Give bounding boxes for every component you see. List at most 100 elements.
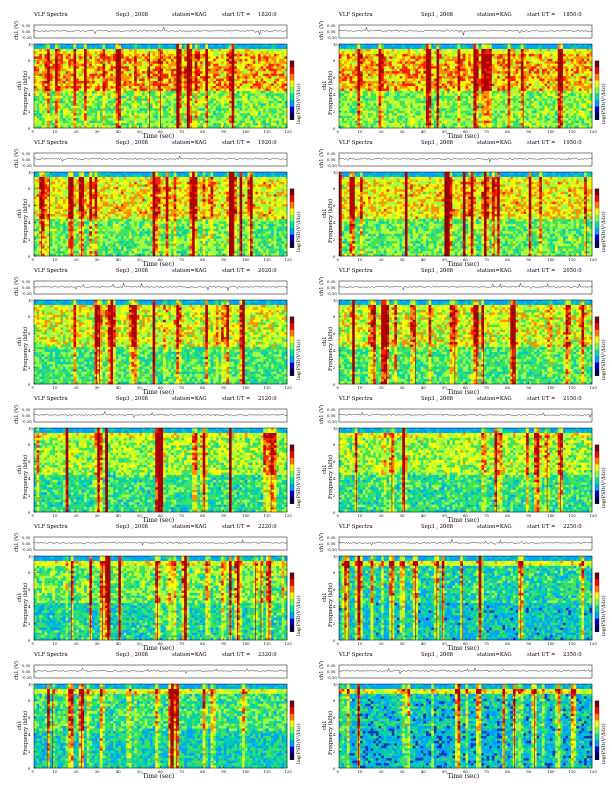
ch1-tick-label: -0.30: [327, 675, 337, 680]
time-tick-label: 120: [590, 769, 597, 774]
freq-tick-label: 0: [28, 638, 30, 643]
time-tick-label: 0: [337, 129, 339, 134]
freq-tick-label: 0: [28, 766, 30, 771]
colorbar-segment: [290, 60, 294, 68]
colorbar-segment: [290, 451, 294, 459]
panel-start-label: start UT =: [222, 524, 250, 530]
panel-station: station=KAG: [172, 12, 207, 18]
colorbar-segment: [595, 753, 599, 760]
colorbar-segment: [595, 618, 599, 626]
time-tick-label: 10: [53, 769, 58, 774]
panel-date: Sep3 , 2008: [116, 12, 148, 18]
freq-tick-label: 10: [28, 170, 33, 175]
time-tick-label: 30: [95, 385, 100, 390]
colorbar-label: log(PSD(V²/Hz)): [601, 339, 607, 380]
time-tick-label: 100: [242, 257, 249, 262]
colorbar-segment: [290, 612, 294, 619]
colorbar-segment: [290, 188, 294, 196]
ch1-tick-label: 0.30: [22, 151, 30, 156]
time-tick-label: 70: [484, 641, 489, 646]
freq-tick-label: 2: [333, 365, 335, 370]
spectrogram-cells: [34, 172, 288, 257]
time-tick-label: 10: [53, 513, 58, 518]
panel-start-label: start UT =: [527, 396, 555, 402]
freq-tick-label: 8: [333, 58, 335, 63]
time-tick-label: 50: [137, 513, 142, 518]
spectrogram-plot: [33, 664, 295, 769]
panel-station: station=KAG: [172, 652, 207, 658]
colorbar-segment: [290, 349, 294, 357]
time-tick-label: 50: [442, 385, 447, 390]
time-tick-label: 30: [400, 513, 405, 518]
time-tick-label: 10: [53, 641, 58, 646]
spectrogram-plot: [33, 536, 295, 641]
freq-axis-label: Frequency (kHz): [328, 583, 334, 627]
panel-start-ut: 2120:0: [258, 396, 277, 402]
time-tick-label: 70: [484, 385, 489, 390]
time-tick-label: 40: [116, 513, 121, 518]
spectrogram-panel: VLF Spectra Sep3 , 2008 station=KAG start U…: [12, 140, 302, 268]
time-tick-label: 90: [526, 385, 531, 390]
colorbar-frame: [289, 316, 295, 376]
panel-station: station=KAG: [172, 396, 207, 402]
ch1-tick-label: -0.30: [22, 35, 32, 40]
panel-date: Sep3 , 2008: [116, 268, 148, 274]
time-tick-label: 60: [158, 257, 163, 262]
time-tick-label: 110: [263, 641, 270, 646]
colorbar-segment: [290, 234, 294, 242]
freq-tick-label: 8: [333, 698, 335, 703]
spectrogram-panel: VLF Spectra Sep3 , 2008 station=KAG start U…: [12, 652, 302, 780]
time-tick-label: 120: [285, 129, 292, 134]
time-tick-label: 120: [285, 513, 292, 518]
time-tick-label: 10: [358, 769, 363, 774]
colorbar-segment: [290, 598, 294, 606]
time-tick-label: 40: [116, 641, 121, 646]
colorbar-frame: [594, 316, 600, 376]
panel-station: station=KAG: [477, 524, 512, 530]
freq-tick-label: 10: [28, 298, 33, 303]
freq-tick-label: 10: [333, 170, 338, 175]
freq-tick-label: 8: [28, 186, 30, 191]
time-tick-label: 100: [547, 129, 554, 134]
colorbar-segment: [290, 228, 294, 235]
time-tick-label: 30: [400, 641, 405, 646]
ch1-axis-label: ch1 (V): [14, 533, 20, 552]
freq-tick-label: 0: [28, 254, 30, 259]
ch1-waveform-line: [33, 667, 287, 675]
colorbar-frame: [289, 444, 295, 504]
ch1-tick-label: 0.30: [327, 151, 335, 156]
time-tick-label: 80: [505, 385, 510, 390]
time-tick-label: 70: [179, 257, 184, 262]
colorbar-segment: [290, 713, 294, 721]
ch1-tick-label: 0.00: [22, 541, 30, 546]
ch1-waveform-frame: [33, 664, 288, 679]
ch1-waveform-line: [338, 26, 593, 36]
colorbar-segment: [290, 497, 294, 504]
time-tick-label: 10: [53, 129, 58, 134]
freq-tick-label: 4: [333, 604, 335, 609]
time-tick-label: 0: [337, 769, 339, 774]
freq-tick-label: 0: [333, 766, 335, 771]
time-tick-label: 20: [74, 769, 79, 774]
panel-start-label: start UT =: [222, 140, 250, 146]
ch1-axis-label: ch1 (V): [14, 21, 20, 40]
freq-tick-label: 6: [333, 203, 335, 208]
ch1-tick-label: -0.30: [22, 291, 32, 296]
panel-start-label: start UT =: [222, 268, 250, 274]
time-tick-label: 30: [95, 513, 100, 518]
spectrogram-plot: [33, 24, 295, 129]
time-tick-label: 120: [590, 385, 597, 390]
freq-axis-label: Frequency (kHz): [328, 71, 334, 115]
panel-start-ut: 1820:0: [258, 12, 277, 18]
time-axis-label: Time (sec): [448, 773, 480, 780]
panel-title: VLF Spectra: [34, 268, 68, 274]
freq-tick-label: 4: [28, 732, 30, 737]
ch1-tick-label: 0.30: [22, 535, 30, 540]
ch1-axis-label: ch1 (V): [14, 661, 20, 680]
ch1-tick-label: -0.30: [327, 163, 337, 168]
ch1-tick-label: 0.30: [327, 663, 335, 668]
time-tick-label: 0: [337, 641, 339, 646]
colorbar-segment: [595, 612, 599, 619]
panel-title: VLF Spectra: [339, 652, 373, 658]
colorbar-segment: [595, 316, 599, 324]
